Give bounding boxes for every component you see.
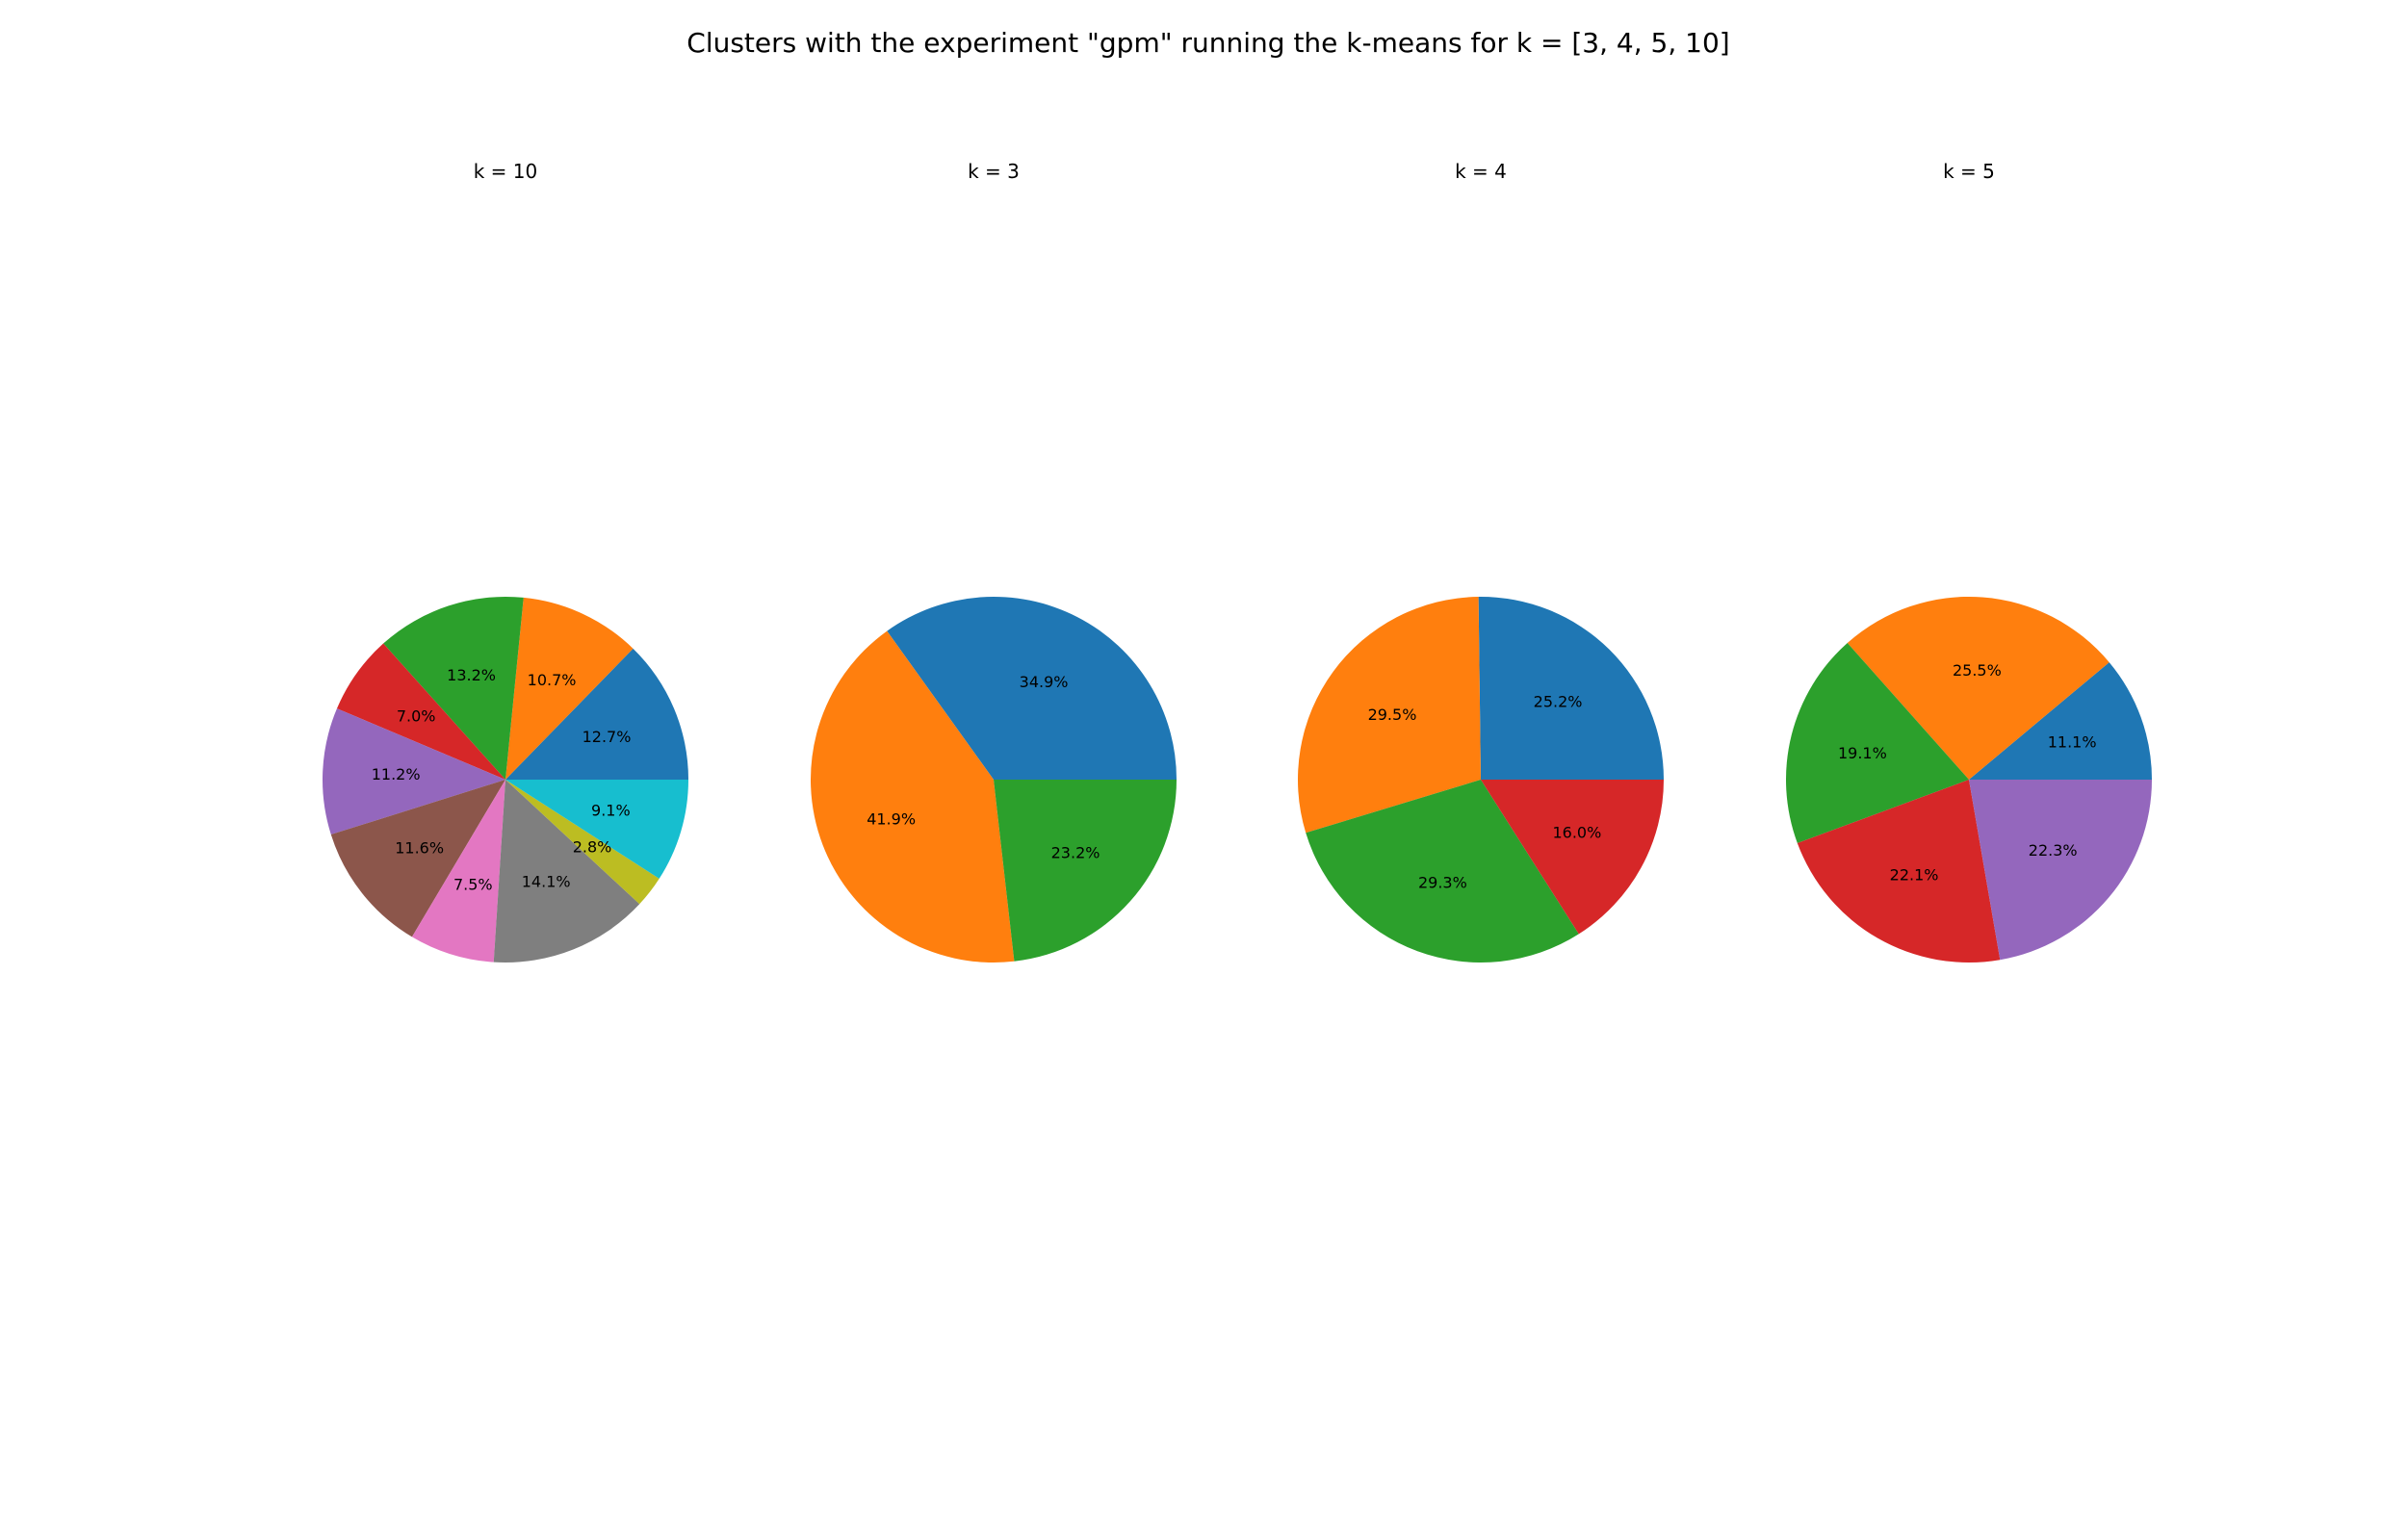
pie-title: k = 3	[968, 160, 1020, 183]
slice-percent-label: 22.3%	[2029, 841, 2078, 860]
pie-slice	[411, 780, 505, 962]
pie-slice	[887, 597, 1177, 780]
slice-percent-label: 11.6%	[395, 838, 444, 857]
figure-title: Clusters with the experiment "gpm" runni…	[686, 27, 1729, 59]
pie-slice	[505, 780, 688, 879]
slice-percent-label: 23.2%	[1051, 843, 1100, 861]
slice-percent-label: 11.2%	[372, 765, 421, 783]
slice-percent-label: 16.0%	[1552, 823, 1601, 841]
pie-title: k = 5	[1943, 160, 1995, 183]
slice-percent-label: 2.8%	[573, 837, 612, 856]
pie-slice	[505, 597, 634, 780]
pie-slice	[1297, 597, 1481, 834]
pie-chart-2: k = 3 34.9% 41.9% 23.2%	[810, 160, 1177, 963]
slice-percent-label: 11.1%	[2048, 733, 2097, 752]
slice-percent-label: 34.9%	[1020, 673, 1069, 691]
pie-title: k = 4	[1455, 160, 1507, 183]
pie-slice	[810, 630, 1015, 963]
slice-percent-label: 9.1%	[591, 802, 631, 820]
pie-slice	[1969, 662, 2152, 780]
slice-percent-label: 25.5%	[1953, 661, 2002, 680]
slice-percent-label: 10.7%	[528, 671, 577, 689]
slice-percent-label: 14.1%	[522, 872, 571, 890]
slice-percent-label: 7.5%	[453, 875, 493, 893]
pie-slice	[1847, 596, 2109, 780]
slice-percent-label: 29.5%	[1368, 706, 1417, 724]
slice-percent-label: 13.2%	[447, 666, 496, 684]
pie-slice	[1478, 597, 1664, 780]
pie-slice	[336, 643, 505, 780]
pie-title: k = 10	[474, 160, 538, 183]
pie-chart-1: k = 10 12.7% 10.7% 13.2% 7.0% 11.2% 11.6% 7.5% 1…	[322, 160, 688, 963]
pie-slice	[994, 780, 1177, 962]
slice-percent-label: 29.3%	[1418, 873, 1467, 891]
pie-slice	[1969, 780, 2152, 961]
pie-slice	[1306, 780, 1579, 963]
pie-slice	[1797, 780, 2001, 963]
slice-percent-label: 7.0%	[397, 706, 436, 725]
pie-chart-3: k = 4 25.2% 29.5% 29.3% 16.0%	[1297, 160, 1664, 963]
slice-percent-label: 25.2%	[1534, 692, 1583, 710]
slice-percent-label: 41.9%	[867, 809, 916, 828]
slice-percent-label: 12.7%	[582, 728, 632, 746]
pie-slice	[383, 596, 524, 780]
pie-slice	[1785, 642, 1969, 843]
pie-slice	[505, 780, 660, 905]
pie-slice	[493, 780, 640, 963]
pie-slice	[330, 780, 505, 937]
pie-charts: k = 10 12.7% 10.7% 13.2% 7.0% 11.2% 11.6% 7.5% 1…	[322, 160, 2152, 963]
pie-slice	[505, 648, 688, 780]
pie-slice	[1481, 780, 1664, 935]
slice-percent-label: 22.1%	[1890, 865, 1939, 884]
pie-slice	[322, 708, 505, 835]
pie-chart-4: k = 5 11.1% 25.5% 19.1% 22.1% 22.3%	[1785, 160, 2152, 963]
slice-percent-label: 19.1%	[1838, 744, 1887, 762]
